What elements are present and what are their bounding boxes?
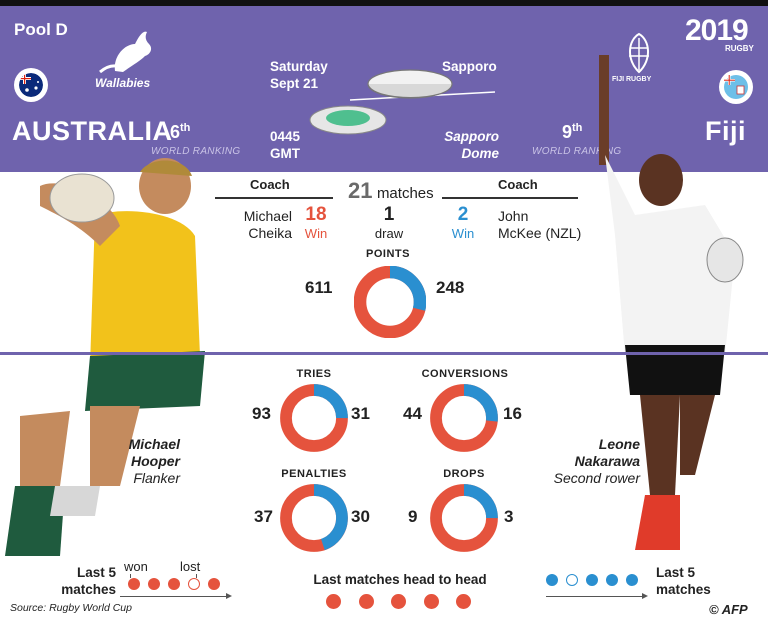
penalties-label: Penalties xyxy=(281,468,347,480)
fiji-logo-text: FIJI RUGBY xyxy=(612,76,652,83)
fiji-rugby-logo: FIJI RUGBY xyxy=(612,30,662,90)
drops-donut xyxy=(430,484,498,552)
draws: 1 draw xyxy=(374,204,404,241)
wallabies-logo-text: Wallabies xyxy=(95,76,151,90)
match-date: Saturday Sept 21 xyxy=(270,59,328,91)
lost-label: lost xyxy=(180,559,201,574)
tries-label: Tries xyxy=(296,368,332,380)
australia-flag-icon xyxy=(14,68,48,102)
penalties-away-segment xyxy=(280,484,348,552)
h2h-dot-home xyxy=(456,594,471,609)
tries-home-value: 93 xyxy=(252,404,271,423)
points-label: Points xyxy=(366,248,410,260)
away-coach-rule xyxy=(442,197,578,199)
h2h-dot-home xyxy=(358,594,374,609)
pool-label: Pool D xyxy=(14,20,68,39)
result-dot-won xyxy=(128,578,140,590)
wallabies-logo: Wallabies xyxy=(95,26,165,96)
away-coach-name: John McKee (NZL) xyxy=(498,208,582,241)
penalties-away-value: 30 xyxy=(351,507,370,526)
h2h-dot-home xyxy=(326,594,341,609)
home-ranking-label: WORLD RANKING xyxy=(151,146,241,157)
tries-donut xyxy=(280,384,348,452)
away-wins: 2 Win xyxy=(451,204,475,241)
points-away-value: 248 xyxy=(436,278,465,297)
conversions-label: Conversions xyxy=(421,368,509,380)
conversions-away-segment xyxy=(430,384,498,452)
section-divider xyxy=(0,352,768,355)
points-donut xyxy=(354,266,426,338)
points-home-value: 611 xyxy=(305,278,333,297)
drops-away-segment xyxy=(430,484,498,552)
result-dot-won xyxy=(148,578,160,590)
result-dot-won xyxy=(626,574,638,586)
stadium-illustration xyxy=(300,62,500,142)
home-coach-rule xyxy=(215,197,333,199)
top-rule xyxy=(0,0,768,6)
drops-away-value: 3 xyxy=(504,507,514,526)
tries-away-value: 31 xyxy=(351,404,370,423)
home-coach-heading: Coach xyxy=(250,177,290,192)
source-note: Source: Rugby World Cup xyxy=(10,602,132,614)
penalties-donut xyxy=(280,484,348,552)
stadium-name: Sapporo Dome xyxy=(444,129,499,161)
away-ranking-label: WORLD RANKING xyxy=(532,146,622,157)
away-team-name: Fiji xyxy=(705,116,746,146)
away-player-caption: Leone Nakarawa Second rower xyxy=(553,436,640,486)
away-coach-heading: Coach xyxy=(498,177,538,192)
won-label: won xyxy=(124,559,148,574)
h2h-last-label: Last matches head to head xyxy=(313,572,487,587)
home-player-caption: Michael Hooper Flanker xyxy=(128,436,180,486)
drops-home-value: 9 xyxy=(408,507,418,526)
rwc-2019-logo: 2019 RUGBY xyxy=(685,14,754,53)
home-wins: 18 Win xyxy=(304,204,328,241)
home-last5-label: Last 5 matches xyxy=(61,565,116,597)
fiji-flag-icon xyxy=(719,70,753,104)
drops-label: Drops xyxy=(443,468,485,480)
home-ranking: 6th xyxy=(170,122,191,142)
h2h-dot-home xyxy=(391,594,406,609)
result-dot-won xyxy=(606,574,618,586)
home-last5-arrow xyxy=(120,596,230,597)
points-away-segment xyxy=(354,266,426,338)
afp-credit: © AFP xyxy=(709,602,748,617)
total-matches: 21 matches xyxy=(348,178,434,203)
tries-away-segment xyxy=(280,384,348,452)
result-dot-won xyxy=(208,578,220,590)
match-city: Sapporo xyxy=(442,59,497,74)
h2h-dot-home xyxy=(423,594,439,609)
result-dot-lost xyxy=(566,574,578,586)
result-dot-lost xyxy=(188,578,200,590)
home-coach-name: Michael Cheika xyxy=(243,208,292,241)
away-ranking: 9th xyxy=(562,122,583,142)
conversions-away-value: 16 xyxy=(503,404,522,423)
penalties-home-value: 37 xyxy=(254,507,273,526)
conversions-home-value: 44 xyxy=(403,404,422,423)
away-last5-arrow xyxy=(546,596,646,597)
result-dot-won xyxy=(546,574,558,586)
match-time: 0445 GMT xyxy=(270,129,301,161)
away-last5-label: Last 5 matches xyxy=(656,565,711,597)
australia-player-photo xyxy=(0,156,215,566)
conversions-donut xyxy=(430,384,498,452)
result-dot-won xyxy=(586,574,598,586)
home-team-name: AUSTRALIA xyxy=(12,116,173,146)
result-dot-won xyxy=(168,578,180,590)
fiji-player-photo xyxy=(585,55,765,565)
